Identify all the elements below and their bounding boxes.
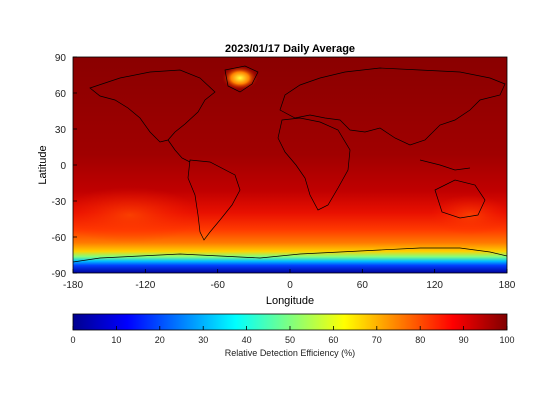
x-tick-label: -60 (210, 280, 225, 291)
x-tick-label: -180 (63, 280, 83, 291)
y-tick-label: -60 (52, 233, 67, 244)
x-tick-label: 60 (357, 280, 369, 291)
colorbar-tick-label: 60 (328, 335, 338, 345)
x-tick-label: 0 (287, 280, 293, 291)
x-tick-label: 120 (426, 280, 443, 291)
y-axis-ticks: 90 60 30 0 -30 -60 -90 (52, 53, 77, 280)
coast-australia (434, 179, 486, 219)
heatmap-field (73, 57, 507, 273)
y-tick-label: -90 (52, 269, 67, 280)
colorbar-tick-label: 30 (198, 335, 208, 345)
x-axis-ticks: -180 -120 -60 0 60 120 180 (63, 269, 516, 291)
colorbar-tick-label: 100 (499, 335, 514, 345)
y-tick-label: 30 (55, 125, 67, 136)
coast-north-america (89, 69, 216, 143)
colorbar-ticks: 0 10 20 30 40 50 60 70 80 90 100 (70, 326, 515, 345)
x-tick-label: -120 (135, 280, 155, 291)
greenland-highlight (222, 66, 258, 90)
south-pacific-highlight (73, 187, 200, 243)
colorbar-tick-label: 40 (242, 335, 252, 345)
y-tick-label: -30 (52, 197, 67, 208)
coast-south-america (187, 159, 241, 241)
x-axis-label: Longitude (266, 295, 314, 307)
colorbar-tick-label: 20 (155, 335, 165, 345)
coast-greenland (224, 65, 259, 93)
colorbar-tick-label: 10 (111, 335, 121, 345)
x-tick-label: 180 (499, 280, 516, 291)
coast-europe-asia (279, 67, 506, 146)
coast-central-america (167, 139, 191, 163)
coast-antarctica (73, 247, 507, 263)
colorbar-tick-label: 90 (459, 335, 469, 345)
colorbar-tick-label: 70 (372, 335, 382, 345)
chart-title: 2023/01/17 Daily Average (225, 43, 355, 55)
coast-indonesia (419, 159, 471, 171)
y-tick-label: 60 (55, 89, 67, 100)
colorbar-tick-label: 50 (285, 335, 295, 345)
coastlines (73, 65, 507, 263)
y-axis-label: Latitude (37, 145, 49, 184)
colorbar-tick-label: 80 (415, 335, 425, 345)
coast-africa (277, 117, 351, 211)
y-tick-label: 90 (55, 53, 67, 64)
y-tick-label: 0 (60, 161, 66, 172)
colorbar-tick-label: 0 (70, 335, 75, 345)
colorbar-label: Relative Detection Efficiency (%) (225, 348, 355, 358)
south-indian-highlight (430, 195, 507, 235)
